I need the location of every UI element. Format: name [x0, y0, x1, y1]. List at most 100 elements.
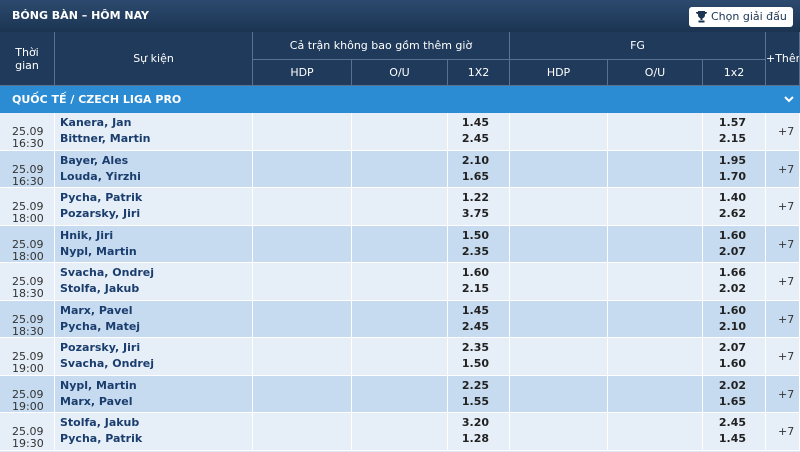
ft-1x2-odds[interactable]: 2.45 — [461, 132, 489, 145]
cell — [55, 300, 253, 337]
ft-1x2-odds[interactable]: 1.22 — [461, 191, 489, 204]
cell — [352, 375, 448, 412]
fg-1x2-odds[interactable]: 1.60 — [718, 228, 746, 242]
home-player[interactable]: Marx, Pavel — [60, 303, 133, 317]
away-player[interactable]: Pycha, Patrik — [60, 432, 143, 445]
home-player[interactable]: Stolfa, Jakub — [60, 416, 140, 429]
away-player[interactable]: Marx, Pavel — [60, 394, 133, 408]
home-player[interactable]: Nypl, Martin — [60, 378, 137, 392]
cell — [510, 300, 608, 337]
fg-1x2-odds[interactable]: 1.95 — [718, 153, 746, 167]
match-row[interactable]: 25.09 19:00 Nypl, Martin Marx, Pavel 2.25 2.0… — [0, 375, 800, 413]
ft-1x2-odds[interactable]: 3.20 — [461, 416, 489, 429]
away-player[interactable]: Pozarsky, Jiri — [60, 207, 141, 220]
match-time: 18:30 — [12, 287, 44, 300]
fg-1x2-odds[interactable]: 2.62 — [718, 207, 746, 220]
ft-1x2-odds[interactable]: 2.35 — [461, 341, 489, 354]
cell — [253, 150, 352, 187]
home-player[interactable]: Hnik, Jiri — [60, 228, 114, 242]
home-player[interactable]: Pozarsky, Jiri — [60, 341, 141, 354]
match-row[interactable]: 25.09 19:30 Stolfa, Jakub Pycha, Patrik 3.20… — [0, 413, 800, 451]
fg-1x2-odds[interactable]: 1.60 — [718, 357, 746, 370]
fg-1x2-odds[interactable]: 2.02 — [718, 378, 746, 392]
ft-1x2-odds[interactable]: 3.75 — [461, 207, 489, 220]
cell — [608, 263, 703, 300]
ft-1x2-odds[interactable]: 1.50 — [461, 357, 489, 370]
more-markets[interactable]: +7 — [778, 387, 795, 401]
match-row[interactable]: 25.09 16:30 Kanera, Jan Bittner, Martin 1.45… — [0, 113, 800, 151]
ft-1x2-odds[interactable]: 2.10 — [461, 153, 489, 167]
ft-1x2-odds[interactable]: 1.60 — [461, 266, 489, 279]
cell — [510, 188, 608, 225]
cell — [55, 150, 253, 187]
ft-1x2-odds[interactable]: 2.35 — [461, 244, 489, 258]
more-markets[interactable]: +7 — [778, 200, 795, 213]
more-markets[interactable]: +7 — [778, 162, 795, 176]
ft-1x2-odds[interactable]: 1.45 — [461, 303, 489, 317]
cell — [510, 375, 608, 412]
fg-1x2-odds[interactable]: 2.45 — [718, 416, 746, 429]
sub-header: HDP — [510, 60, 608, 86]
home-player[interactable]: Pycha, Patrik — [60, 191, 143, 204]
match-row[interactable]: 25.09 18:00 Hnik, Jiri Nypl, Martin 1.50 1.60… — [0, 225, 800, 263]
time-header: Thời gian — [0, 32, 55, 86]
ft-1x2-odds[interactable]: 1.55 — [461, 394, 489, 408]
cell — [703, 300, 766, 337]
ft-1x2-odds[interactable]: 2.15 — [461, 282, 489, 295]
home-player[interactable]: Kanera, Jan — [60, 116, 132, 129]
fg-1x2-odds[interactable]: 2.07 — [718, 341, 746, 354]
league-bar[interactable]: QUỐC TẾ / CZECH LIGA PRO — [0, 86, 800, 113]
fg-1x2-odds[interactable]: 2.07 — [718, 244, 746, 258]
fg-1x2-odds[interactable]: 1.60 — [718, 303, 746, 317]
away-player[interactable]: Pycha, Matej — [60, 319, 141, 333]
league-select-button[interactable]: Chọn giải đấu — [689, 7, 793, 27]
ft-1x2-odds[interactable]: 1.45 — [461, 116, 489, 129]
full-time-header: Cả trận không bao gồm thêm giờ — [253, 32, 510, 60]
cell — [703, 150, 766, 187]
cell — [55, 225, 253, 262]
more-markets[interactable]: +7 — [778, 125, 795, 138]
match-row[interactable]: 25.09 18:00 Pycha, Patrik Pozarsky, Jiri 1.2… — [0, 188, 800, 226]
cell — [510, 150, 608, 187]
more-markets[interactable]: +7 — [778, 275, 795, 288]
fg-1x2-odds[interactable]: 1.66 — [718, 266, 746, 279]
fg-1x2-odds[interactable]: 1.45 — [718, 432, 746, 445]
more-markets[interactable]: +7 — [778, 350, 795, 363]
away-player[interactable]: Svacha, Ondrej — [60, 357, 155, 370]
away-player[interactable]: Stolfa, Jakub — [60, 282, 140, 295]
more-markets[interactable]: +7 — [778, 237, 795, 251]
cell — [55, 375, 253, 412]
cell — [0, 150, 55, 187]
home-player[interactable]: Bayer, Ales — [60, 153, 129, 167]
ft-1x2-odds[interactable]: 2.25 — [461, 378, 489, 392]
away-player[interactable]: Bittner, Martin — [60, 132, 151, 145]
fg-1x2-odds[interactable]: 1.57 — [718, 116, 746, 129]
fg-1x2-odds[interactable]: 1.40 — [718, 191, 746, 204]
fg-1x2-odds[interactable]: 2.10 — [718, 319, 746, 333]
more-markets[interactable]: +7 — [778, 312, 795, 326]
cell — [448, 338, 510, 375]
match-row[interactable]: 25.09 18:30 Marx, Pavel Pycha, Matej 1.45 1.6… — [0, 300, 800, 338]
cell — [448, 188, 510, 225]
ft-1x2-odds[interactable]: 1.50 — [461, 228, 489, 242]
match-row[interactable]: 25.09 16:30 Bayer, Ales Louda, Yirzhi 2.10 1.… — [0, 150, 800, 188]
cell — [608, 413, 703, 450]
away-player[interactable]: Nypl, Martin — [60, 244, 137, 258]
match-date: 25.09 — [12, 200, 44, 213]
fg-1x2-odds[interactable]: 2.02 — [718, 282, 746, 295]
fg-header: FG — [510, 32, 766, 60]
sub-header: HDP — [253, 60, 352, 86]
home-player[interactable]: Svacha, Ondrej — [60, 266, 155, 279]
fg-1x2-odds[interactable]: 1.65 — [718, 394, 746, 408]
ft-1x2-odds[interactable]: 1.28 — [461, 432, 489, 445]
away-player[interactable]: Louda, Yirzhi — [60, 169, 141, 183]
match-row[interactable]: 25.09 18:30 Svacha, Ondrej Stolfa, Jakub 1.6… — [0, 263, 800, 301]
match-row[interactable]: 25.09 19:00 Pozarsky, Jiri Svacha, Ondrej 2.… — [0, 338, 800, 376]
fg-1x2-odds[interactable]: 1.70 — [718, 169, 746, 183]
trophy-icon — [696, 11, 707, 23]
fg-1x2-odds[interactable]: 2.15 — [718, 132, 746, 145]
cell — [703, 113, 766, 150]
more-markets[interactable]: +7 — [778, 425, 795, 438]
ft-1x2-odds[interactable]: 1.65 — [461, 169, 489, 183]
ft-1x2-odds[interactable]: 2.45 — [461, 319, 489, 333]
